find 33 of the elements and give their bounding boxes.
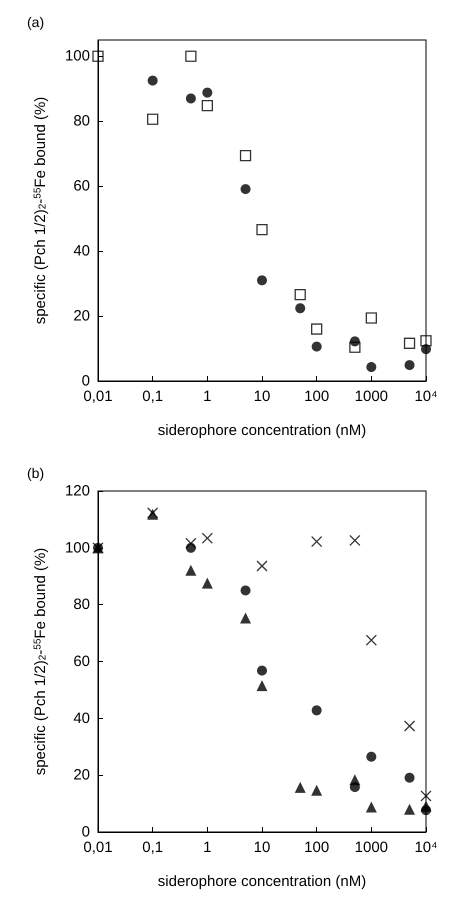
y-tick-label: 80: [73, 596, 90, 614]
x-tick-label: 1000: [354, 839, 388, 856]
chart-title: (a): [27, 14, 44, 30]
y-tick-label: 120: [64, 482, 90, 500]
y-tick-label: 20: [73, 766, 90, 784]
x-axis-title: siderophore concentration (nM): [158, 422, 366, 439]
x-tick-label: 10⁴: [414, 839, 438, 856]
x-tick-label: 100: [304, 839, 330, 856]
x-tick-label: 0,1: [142, 388, 164, 405]
y-tick-label: 60: [73, 653, 90, 670]
y-tick-label: 0: [82, 372, 90, 390]
y-tick-label: 80: [73, 112, 90, 130]
x-tick-label: 0,01: [83, 388, 113, 405]
y-tick-label: 40: [73, 710, 90, 727]
y-tick-label: 60: [73, 178, 90, 195]
y-tick-label: 0: [82, 824, 90, 840]
x-axis-title: siderophore concentration (nM): [158, 873, 366, 890]
x-tick-label: 100: [304, 388, 330, 405]
x-tick-label: 1: [203, 839, 212, 856]
y-axis-title: specific (Pch 1/2)2-55Fe bound (%): [32, 96, 49, 324]
y-tick-label: 100: [64, 48, 90, 65]
x-tick-label: 0,01: [83, 839, 113, 856]
chart-title: (b): [27, 465, 44, 481]
y-tick-label: 40: [73, 242, 90, 260]
y-tick-label: 100: [64, 539, 90, 556]
x-tick-label: 0,1: [142, 839, 164, 856]
x-tick-label: 10: [254, 388, 270, 405]
x-tick-label: 1: [203, 388, 212, 405]
y-axis-title: specific (Pch 1/2)2-55Fe bound (%): [32, 548, 49, 776]
y-tick-label: 20: [73, 308, 90, 325]
x-tick-label: 1000: [354, 388, 388, 405]
x-tick-label: 10: [254, 839, 270, 856]
x-tick-label: 10⁴: [414, 388, 438, 405]
